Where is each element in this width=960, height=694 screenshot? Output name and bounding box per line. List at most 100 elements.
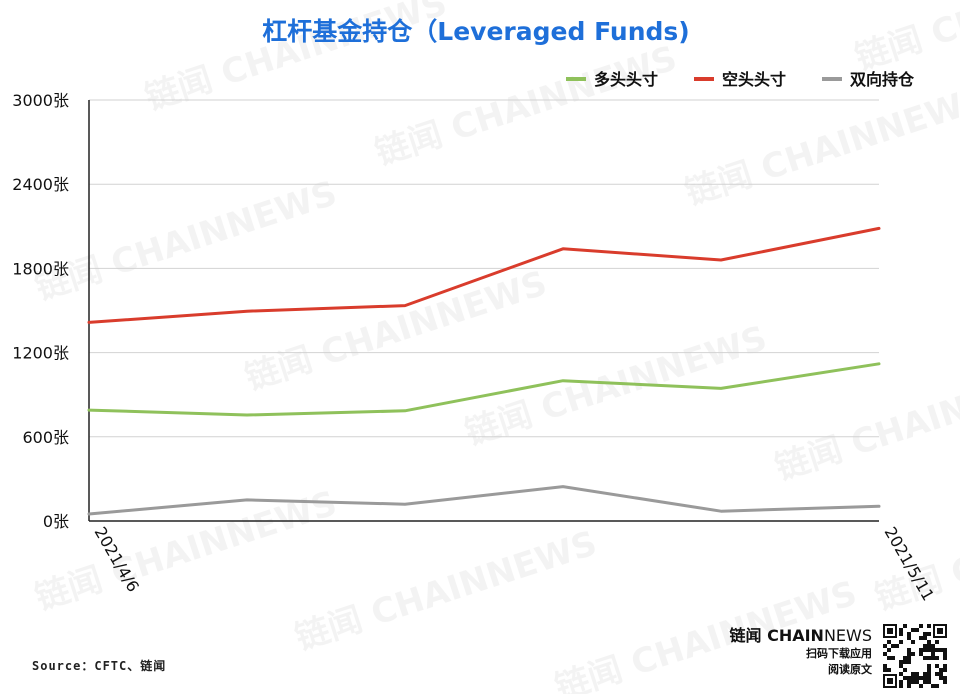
qr-module — [943, 656, 947, 660]
y-tick-label: 0张 — [43, 512, 69, 531]
grid — [89, 99, 879, 438]
qr-module — [939, 676, 943, 680]
qr-module — [907, 660, 911, 664]
qr-module — [927, 648, 931, 652]
qr-module — [899, 660, 903, 664]
qr-module — [911, 672, 915, 676]
qr-module — [943, 676, 947, 680]
qr-module — [923, 632, 927, 636]
chart-title: 杠杆基金持仓（Leveraged Funds) — [262, 17, 689, 46]
qr-module — [931, 656, 935, 660]
qr-module — [903, 668, 907, 672]
brand-bold: CHAIN — [767, 626, 824, 645]
qr-module — [907, 648, 911, 652]
watermark-text: 链闻 CHAINNEWS — [290, 523, 601, 658]
qr-module — [927, 664, 931, 668]
qr-module — [915, 672, 919, 676]
legend-label: 双向持仓 — [850, 70, 915, 89]
brand-thin: NEWS — [823, 626, 872, 645]
watermark-text: 链闻 CHAINNEWS — [30, 483, 341, 618]
qr-module — [907, 632, 911, 636]
qr-module — [907, 636, 911, 640]
qr-module — [899, 684, 903, 688]
y-tick-label: 600张 — [22, 428, 69, 447]
qr-module — [899, 664, 903, 668]
qr-module — [923, 636, 927, 640]
series-layer — [87, 226, 881, 516]
qr-module — [927, 624, 931, 628]
watermark-text: 链闻 CHAINNEWS — [240, 263, 551, 398]
qr-module — [899, 628, 903, 632]
qr-module — [907, 652, 911, 656]
y-tick-label: 2400张 — [12, 175, 69, 194]
qr-module — [919, 684, 923, 688]
qr-module — [915, 680, 919, 684]
watermark-text: 链闻 CHAINNEWS — [370, 38, 681, 173]
qr-module — [943, 680, 947, 684]
qr-module — [891, 656, 895, 660]
qr-module — [919, 652, 923, 656]
watermark-layer: 链闻 CHAINNEWS链闻 CHAINNEWS链闻 CHAINNEWS链闻 C… — [30, 0, 960, 694]
qr-module — [923, 648, 927, 652]
qr-module — [887, 668, 891, 672]
qr-module — [927, 672, 931, 676]
qr-module — [943, 648, 947, 652]
qr-module — [915, 628, 919, 632]
qr-module — [899, 632, 903, 636]
qr-module — [911, 652, 915, 656]
qr-module — [943, 652, 947, 656]
qr-module — [891, 644, 895, 648]
y-tick-label: 1200张 — [12, 344, 69, 363]
qr-module — [903, 656, 907, 660]
qr-module — [927, 680, 931, 684]
qr-module — [931, 648, 935, 652]
qr-module — [907, 676, 911, 680]
qr-module — [935, 656, 939, 660]
qr-module — [935, 664, 939, 668]
qr-module — [923, 672, 927, 676]
qr-module — [935, 648, 939, 652]
qr-module — [911, 628, 915, 632]
y-axis: 0张 600张 1200张 1800张 2400张 3000张 — [12, 91, 69, 531]
qr-code-icon — [883, 624, 947, 688]
qr-module — [927, 644, 931, 648]
brand-slogan-2: 阅读原文 — [828, 663, 872, 676]
qr-module — [899, 680, 903, 684]
watermark-text: 链闻 CHAINNEWS — [30, 173, 341, 308]
qr-module — [935, 672, 939, 676]
qr-module — [883, 644, 887, 648]
brand-cn: 链闻 — [729, 626, 762, 645]
series-line — [87, 485, 881, 516]
qr-module — [903, 660, 907, 664]
watermark-text: 链闻 CHAINNEWS — [850, 0, 960, 79]
qr-module — [927, 632, 931, 636]
qr-module — [899, 672, 903, 676]
qr-module — [923, 680, 927, 684]
qr-module — [907, 656, 911, 660]
y-tick-label: 3000张 — [12, 91, 69, 110]
qr-module — [927, 640, 931, 644]
legend: 多头头寸 空头头寸 双向持仓 — [566, 70, 915, 89]
watermark-text: 链闻 CHAINNEWS — [460, 318, 771, 453]
qr-module — [943, 668, 947, 672]
qr-module — [919, 624, 923, 628]
brand-block: 链闻 CHAINNEWS 扫码下载应用 阅读原文 — [722, 626, 872, 678]
qr-module — [883, 652, 887, 656]
qr-module — [943, 664, 947, 668]
brand-slogan-1: 扫码下载应用 — [806, 647, 872, 660]
qr-module — [887, 648, 891, 652]
qr-module — [883, 668, 887, 672]
legend-label: 多头头寸 — [594, 70, 658, 89]
qr-module — [935, 640, 939, 644]
qr-module — [931, 684, 935, 688]
qr-module — [911, 680, 915, 684]
qr-module — [927, 668, 931, 672]
qr-finder-core — [937, 628, 943, 634]
qr-module — [911, 676, 915, 680]
watermark-text: 链闻 CHAINNEWS — [770, 353, 960, 488]
qr-module — [903, 624, 907, 628]
qr-module — [919, 636, 923, 640]
qr-module — [927, 676, 931, 680]
qr-module — [903, 676, 907, 680]
series-line — [87, 362, 881, 417]
